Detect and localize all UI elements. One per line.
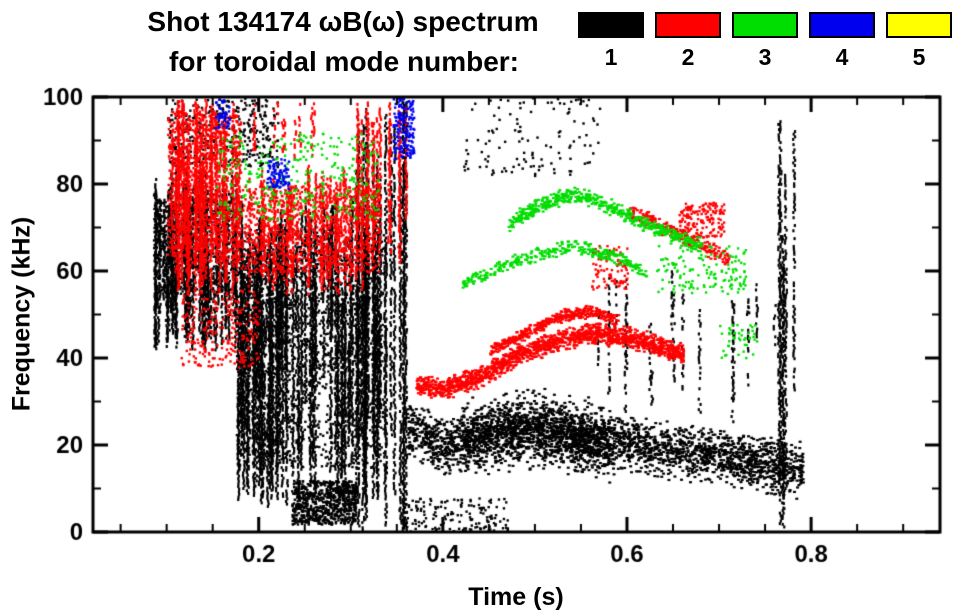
legend-item-mode-3: 3 [732, 12, 798, 71]
chart-title: Shot 134174 ωB(ω) spectrum [147, 6, 539, 37]
legend-swatch-mode-4 [809, 12, 875, 38]
legend-item-mode-5: 5 [886, 12, 952, 71]
legend-item-mode-4: 4 [809, 12, 875, 71]
chart-subtitle: for toroidal mode number: [169, 46, 519, 77]
legend-label-mode-3: 3 [758, 44, 772, 70]
x-axis-label: Time (s) [468, 583, 564, 611]
legend-swatch-mode-3 [732, 12, 798, 38]
legend: 1 2 3 4 5 [578, 12, 952, 71]
y-axis-label: Frequency (kHz) [7, 216, 36, 412]
legend-swatch-mode-5 [886, 12, 952, 38]
legend-swatch-mode-2 [655, 12, 721, 38]
legend-label-mode-2: 2 [681, 44, 695, 70]
legend-item-mode-1: 1 [578, 12, 644, 71]
legend-label-mode-5: 5 [912, 44, 926, 70]
legend-item-mode-2: 2 [655, 12, 721, 71]
legend-swatch-mode-1 [578, 12, 644, 38]
legend-label-mode-1: 1 [604, 44, 618, 70]
legend-label-mode-4: 4 [835, 44, 849, 70]
